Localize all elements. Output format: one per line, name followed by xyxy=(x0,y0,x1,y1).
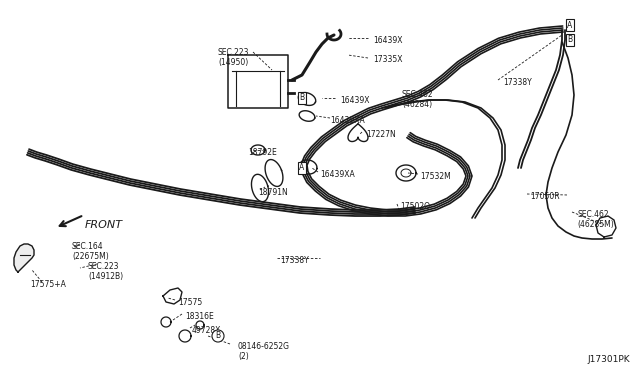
Text: 17532M: 17532M xyxy=(420,172,451,181)
Polygon shape xyxy=(298,93,316,105)
Text: SEC.462
(46285M): SEC.462 (46285M) xyxy=(577,210,614,230)
Text: 17338Y: 17338Y xyxy=(503,78,532,87)
Polygon shape xyxy=(251,145,265,155)
Polygon shape xyxy=(596,216,616,237)
Text: B: B xyxy=(300,93,305,103)
Polygon shape xyxy=(396,165,416,181)
Text: 17227N: 17227N xyxy=(366,130,396,139)
Text: 18791N: 18791N xyxy=(258,188,288,197)
Text: 16439X: 16439X xyxy=(373,36,403,45)
Polygon shape xyxy=(163,288,182,304)
Text: 08146-6252G
(2): 08146-6252G (2) xyxy=(238,342,290,362)
Polygon shape xyxy=(196,321,204,329)
Text: SEC.223
(14912B): SEC.223 (14912B) xyxy=(88,262,123,281)
Text: J17301PK: J17301PK xyxy=(588,355,630,364)
Text: 17335X: 17335X xyxy=(373,55,403,64)
Polygon shape xyxy=(252,174,269,202)
Polygon shape xyxy=(14,244,34,272)
Text: SEC.164
(22675M): SEC.164 (22675M) xyxy=(72,242,109,262)
Polygon shape xyxy=(179,330,191,342)
Text: 17575+A: 17575+A xyxy=(30,280,66,289)
Text: 18316E: 18316E xyxy=(185,312,214,321)
Text: 16439XA: 16439XA xyxy=(320,170,355,179)
Text: B: B xyxy=(568,35,573,45)
Text: 17502Q: 17502Q xyxy=(400,202,430,211)
Text: FRONT: FRONT xyxy=(85,220,123,230)
Text: B: B xyxy=(216,331,221,340)
Polygon shape xyxy=(161,317,171,327)
Text: SEC.462
(46284): SEC.462 (46284) xyxy=(402,90,434,109)
Text: 16439X: 16439X xyxy=(340,96,369,105)
Polygon shape xyxy=(299,111,315,121)
Text: 17575: 17575 xyxy=(178,298,202,307)
Polygon shape xyxy=(265,160,283,186)
Text: A: A xyxy=(300,164,305,173)
Text: A: A xyxy=(568,20,573,29)
Text: 49728X: 49728X xyxy=(192,326,221,335)
Text: 17050R: 17050R xyxy=(530,192,559,201)
Polygon shape xyxy=(299,160,317,174)
Text: SEC.223
(14950): SEC.223 (14950) xyxy=(218,48,250,67)
Text: 17338Y: 17338Y xyxy=(280,256,308,265)
Polygon shape xyxy=(348,124,368,141)
Text: 18792E: 18792E xyxy=(248,148,276,157)
Text: 16439XA: 16439XA xyxy=(330,116,365,125)
